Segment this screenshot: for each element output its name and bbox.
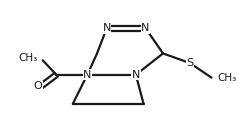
Text: N: N	[103, 23, 111, 33]
Text: CH₃: CH₃	[19, 53, 38, 63]
Text: O: O	[33, 81, 42, 91]
Text: CH₃: CH₃	[217, 73, 237, 83]
Text: N: N	[83, 70, 92, 80]
Text: N: N	[141, 23, 150, 33]
Text: N: N	[132, 70, 140, 80]
Text: S: S	[187, 58, 194, 68]
